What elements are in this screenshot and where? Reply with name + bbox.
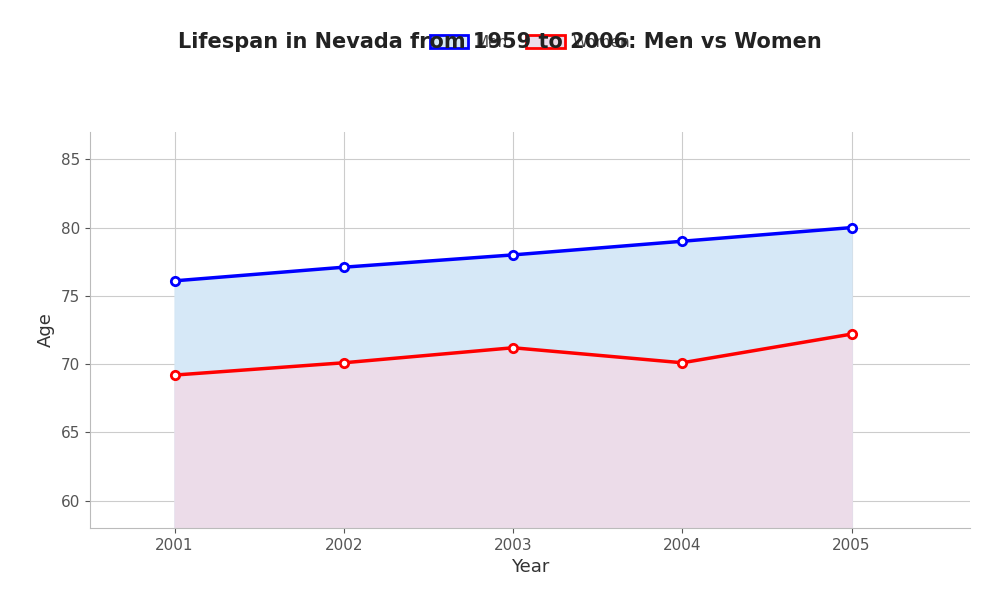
Y-axis label: Age: Age bbox=[37, 313, 55, 347]
Legend: Men, Women: Men, Women bbox=[424, 29, 636, 56]
X-axis label: Year: Year bbox=[511, 558, 549, 576]
Text: Lifespan in Nevada from 1959 to 2006: Men vs Women: Lifespan in Nevada from 1959 to 2006: Me… bbox=[178, 32, 822, 52]
